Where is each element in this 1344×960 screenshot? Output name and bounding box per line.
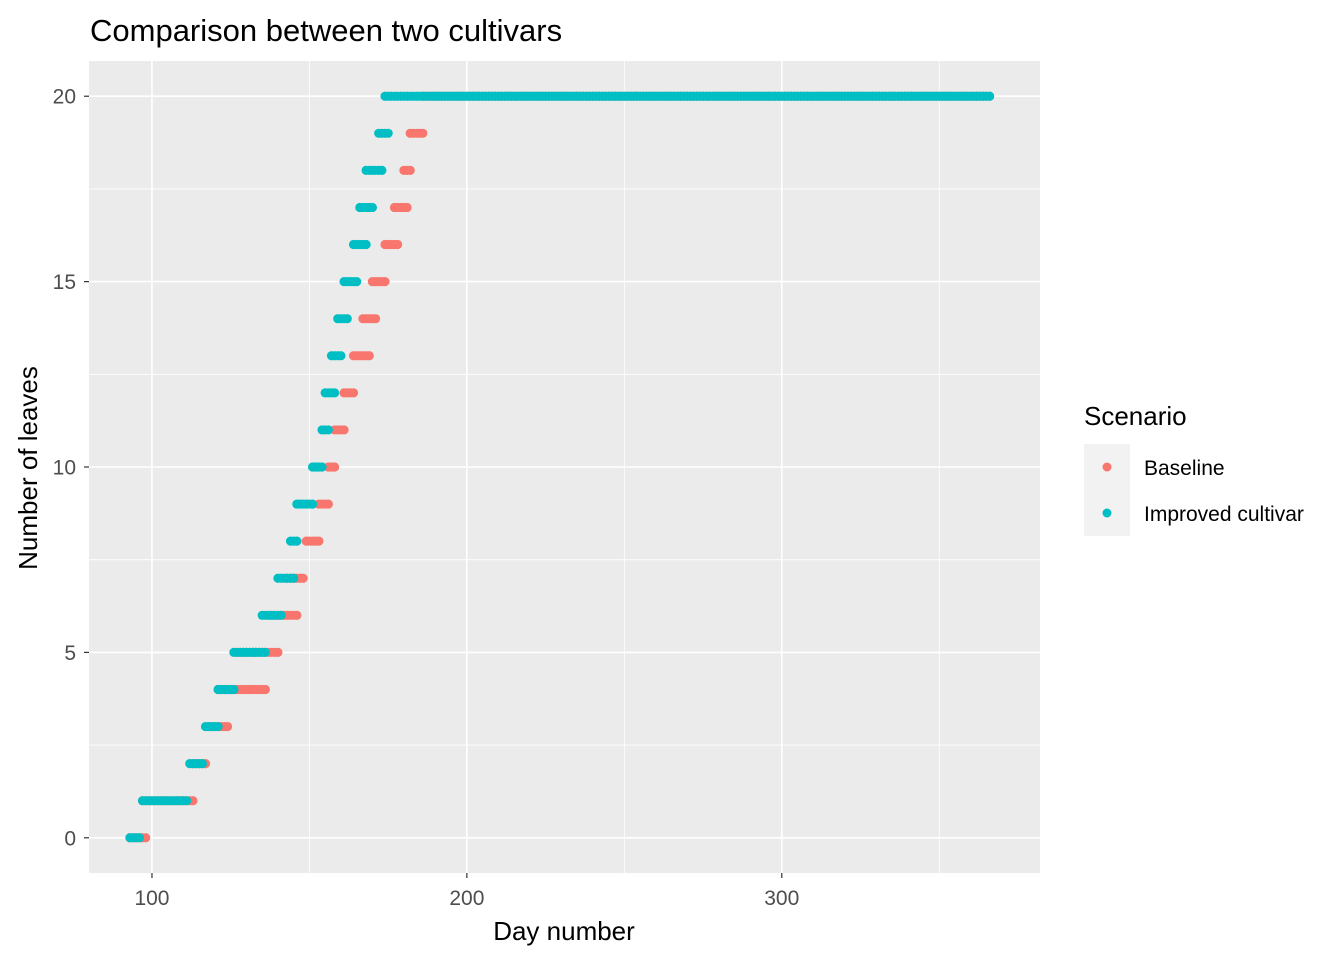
data-point (188, 796, 198, 806)
data-point (380, 277, 390, 287)
data-point (377, 165, 387, 175)
data-point (222, 721, 233, 732)
x-tick-label: 300 (764, 887, 799, 910)
legend-item-baseline: Baseline (1084, 444, 1225, 490)
data-point (307, 499, 318, 509)
legend-label-improved-cultivar: Improved cultivar (1144, 503, 1304, 526)
x-axis: 100 200 300 (134, 873, 799, 910)
x-tick-label: 200 (449, 887, 484, 910)
y-axis-title: Number of leaves (13, 366, 43, 570)
data-point (367, 202, 378, 213)
chart-title: Comparison between two cultivars (90, 13, 562, 48)
data-point (985, 91, 995, 101)
data-point (393, 239, 403, 250)
data-point (330, 388, 340, 398)
data-point (405, 165, 415, 175)
legend-key-improved-cultivar (1102, 508, 1112, 518)
data-point (292, 610, 302, 620)
data-point (317, 462, 327, 472)
data-point (336, 351, 346, 361)
x-tick-label: 100 (134, 887, 169, 910)
data-point (361, 239, 371, 250)
data-point (330, 462, 340, 472)
y-tick-label: 5 (64, 642, 76, 665)
data-point (197, 759, 207, 769)
y-tick-label: 10 (53, 457, 76, 480)
data-point (134, 833, 144, 843)
data-point (339, 425, 349, 435)
series-improved-cultivar (125, 91, 995, 843)
data-points (125, 91, 995, 843)
y-tick-label: 15 (53, 271, 76, 294)
x-axis-title: Day number (493, 916, 635, 946)
data-point (323, 499, 333, 509)
data-point (141, 833, 151, 843)
legend-label-baseline: Baseline (1144, 457, 1225, 480)
y-axis: 0 5 10 15 20 (53, 86, 89, 850)
data-point (370, 314, 381, 324)
data-point (298, 573, 308, 583)
data-point (276, 610, 286, 620)
legend-title: Scenario (1084, 401, 1187, 431)
data-point (260, 684, 270, 695)
data-point (292, 536, 302, 546)
y-tick-label: 0 (64, 827, 76, 850)
data-point (402, 202, 412, 213)
legend-item-improved-cultivar: Improved cultivar (1084, 490, 1304, 536)
data-point (289, 573, 299, 583)
data-point (418, 128, 428, 138)
data-point (260, 647, 270, 657)
data-point (364, 351, 374, 361)
data-point (383, 128, 393, 138)
data-point (229, 684, 239, 695)
data-point (182, 796, 192, 806)
legend: Scenario Baseline Improved cultivar (1084, 401, 1304, 536)
data-point (273, 647, 283, 657)
data-point (314, 536, 324, 546)
y-tick-label: 20 (53, 86, 76, 109)
data-point (352, 277, 362, 287)
data-point (348, 388, 359, 398)
data-point (323, 425, 333, 435)
data-point (213, 721, 223, 732)
legend-key-baseline (1102, 462, 1112, 472)
data-point (342, 314, 352, 324)
